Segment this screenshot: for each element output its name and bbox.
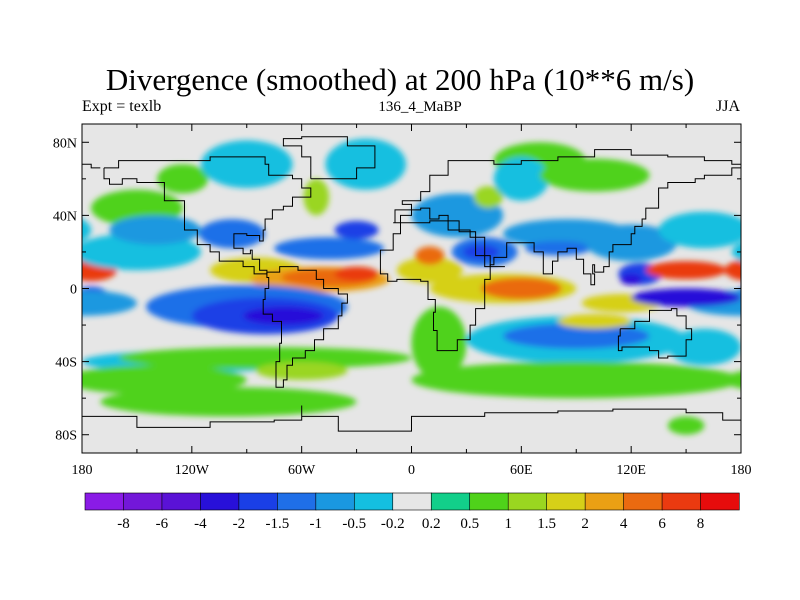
colorbar-label: 8: [697, 516, 705, 532]
x-tick-label: 60W: [288, 463, 316, 478]
field-contour-27: [411, 306, 467, 380]
colorbar-box-11: [507, 492, 548, 511]
colorbar-label: -8: [117, 516, 130, 532]
field-contour-6: [157, 164, 209, 194]
field-contour-3: [731, 242, 741, 262]
y-tick-label: 80S: [55, 429, 77, 444]
colorbar-label: -0.2: [381, 516, 405, 532]
colorbar-label: -1.5: [266, 516, 290, 532]
colorbar-box-14: [623, 492, 663, 511]
y-tick-label: 40N: [53, 209, 77, 224]
colorbar-label: -6: [156, 516, 169, 532]
field-contour-2: [82, 290, 137, 316]
colorbar-box-6: [315, 492, 355, 511]
colorbar-label: 4: [620, 516, 628, 532]
field-contour-44: [503, 323, 650, 349]
colorbar-box-7: [353, 492, 394, 511]
field-contour-15: [325, 138, 407, 190]
season-label: JJA: [715, 98, 740, 115]
field-contour-46: [558, 314, 632, 329]
coastline-2: [282, 136, 376, 180]
field-contour-47: [645, 261, 727, 280]
field-contour-29: [473, 186, 503, 209]
axes: 180 120W 60W 0 60E 120E 180 80N 40N 0 40S 80S: [53, 124, 752, 478]
field-contour-49: [82, 219, 92, 241]
colorbar-label: -4: [194, 516, 207, 532]
field-contour-19: [243, 306, 324, 325]
colorbar-box-12: [546, 492, 586, 511]
coastline-7: [82, 163, 101, 169]
y-tick-label: 80N: [53, 136, 77, 151]
field-contour-50: [667, 328, 741, 366]
y-tick-label: 0: [70, 283, 77, 298]
experiment-label: Expt = texlb: [82, 98, 162, 115]
field-contour-25: [396, 257, 463, 284]
x-tick-label: 60E: [510, 463, 533, 478]
x-tick-label: 120W: [175, 463, 210, 478]
x-tick-label: 180: [72, 463, 93, 478]
colorbar-box-9: [430, 492, 471, 511]
field-contour-33: [481, 277, 562, 300]
field-contour-40: [620, 273, 643, 285]
field-contour-26: [415, 246, 445, 265]
run-label: 136_4_MaBP: [378, 99, 462, 115]
colorbar-box-4: [238, 492, 278, 511]
colorbar-box-1: [123, 492, 163, 511]
colorbar-box-5: [277, 492, 317, 511]
divergence-field: [82, 138, 741, 435]
colorbar-label: -2: [233, 516, 246, 532]
chart-title: Divergence (smoothed) at 200 hPa (10**6 …: [105, 62, 695, 97]
field-contour-0: [724, 259, 741, 281]
field-contour-48: [631, 288, 741, 307]
field-contour-37: [493, 156, 549, 201]
colorbar-label: 6: [658, 516, 666, 532]
colorbar-box-3: [200, 492, 240, 511]
x-tick-label: 120E: [616, 463, 646, 478]
coastline-3: [393, 149, 741, 286]
x-tick-label: 180: [731, 463, 752, 478]
coastline-1: [262, 266, 348, 388]
coastline-5: [617, 308, 693, 359]
colorbar-box-0: [84, 492, 125, 511]
colorbar-label: 2: [581, 516, 589, 532]
colorbar-label: -1: [310, 516, 323, 532]
colorbar: -8 -6 -4 -2 -1.5 -1 -0.5 -0.2 0.2 0.5 1 1.5 2 4 6 8: [84, 492, 740, 532]
field-contour-24: [255, 361, 348, 380]
field-contour-14: [274, 237, 384, 260]
coastlines: [82, 136, 741, 432]
colorbar-label: 1: [504, 516, 512, 532]
colorbar-label: 1.5: [537, 516, 556, 532]
field-contour-13: [334, 266, 379, 282]
field-contour-23: [100, 387, 357, 417]
colorbar-box-13: [584, 492, 625, 511]
coastline-0: [103, 156, 312, 275]
coastline-6: [82, 405, 741, 432]
map-plot-area: [82, 124, 741, 453]
field-contour-38: [539, 158, 650, 192]
colorbar-box-8: [392, 492, 432, 511]
colorbar-label: 0.5: [460, 516, 479, 532]
x-tick-label: 0: [408, 463, 415, 478]
field-contour-16: [334, 220, 379, 240]
field-contour-49: [658, 211, 741, 249]
field-contour-21: [118, 347, 412, 369]
field-contour-9: [201, 140, 293, 188]
colorbar-box-15: [661, 492, 702, 511]
colorbar-label: -0.5: [342, 516, 366, 532]
coastline-4: [379, 220, 505, 352]
colorbar-box-2: [161, 492, 202, 511]
field-contour-5: [109, 215, 201, 245]
field-contour-7: [199, 219, 265, 249]
field-contour-22: [82, 365, 247, 395]
colorbar-box-16: [700, 492, 740, 511]
field-contour-51: [667, 416, 705, 435]
colorbar-box-10: [469, 492, 509, 511]
y-tick-label: 40S: [55, 356, 77, 371]
colorbar-label: 0.2: [422, 516, 441, 532]
field-contour-45: [411, 361, 741, 399]
